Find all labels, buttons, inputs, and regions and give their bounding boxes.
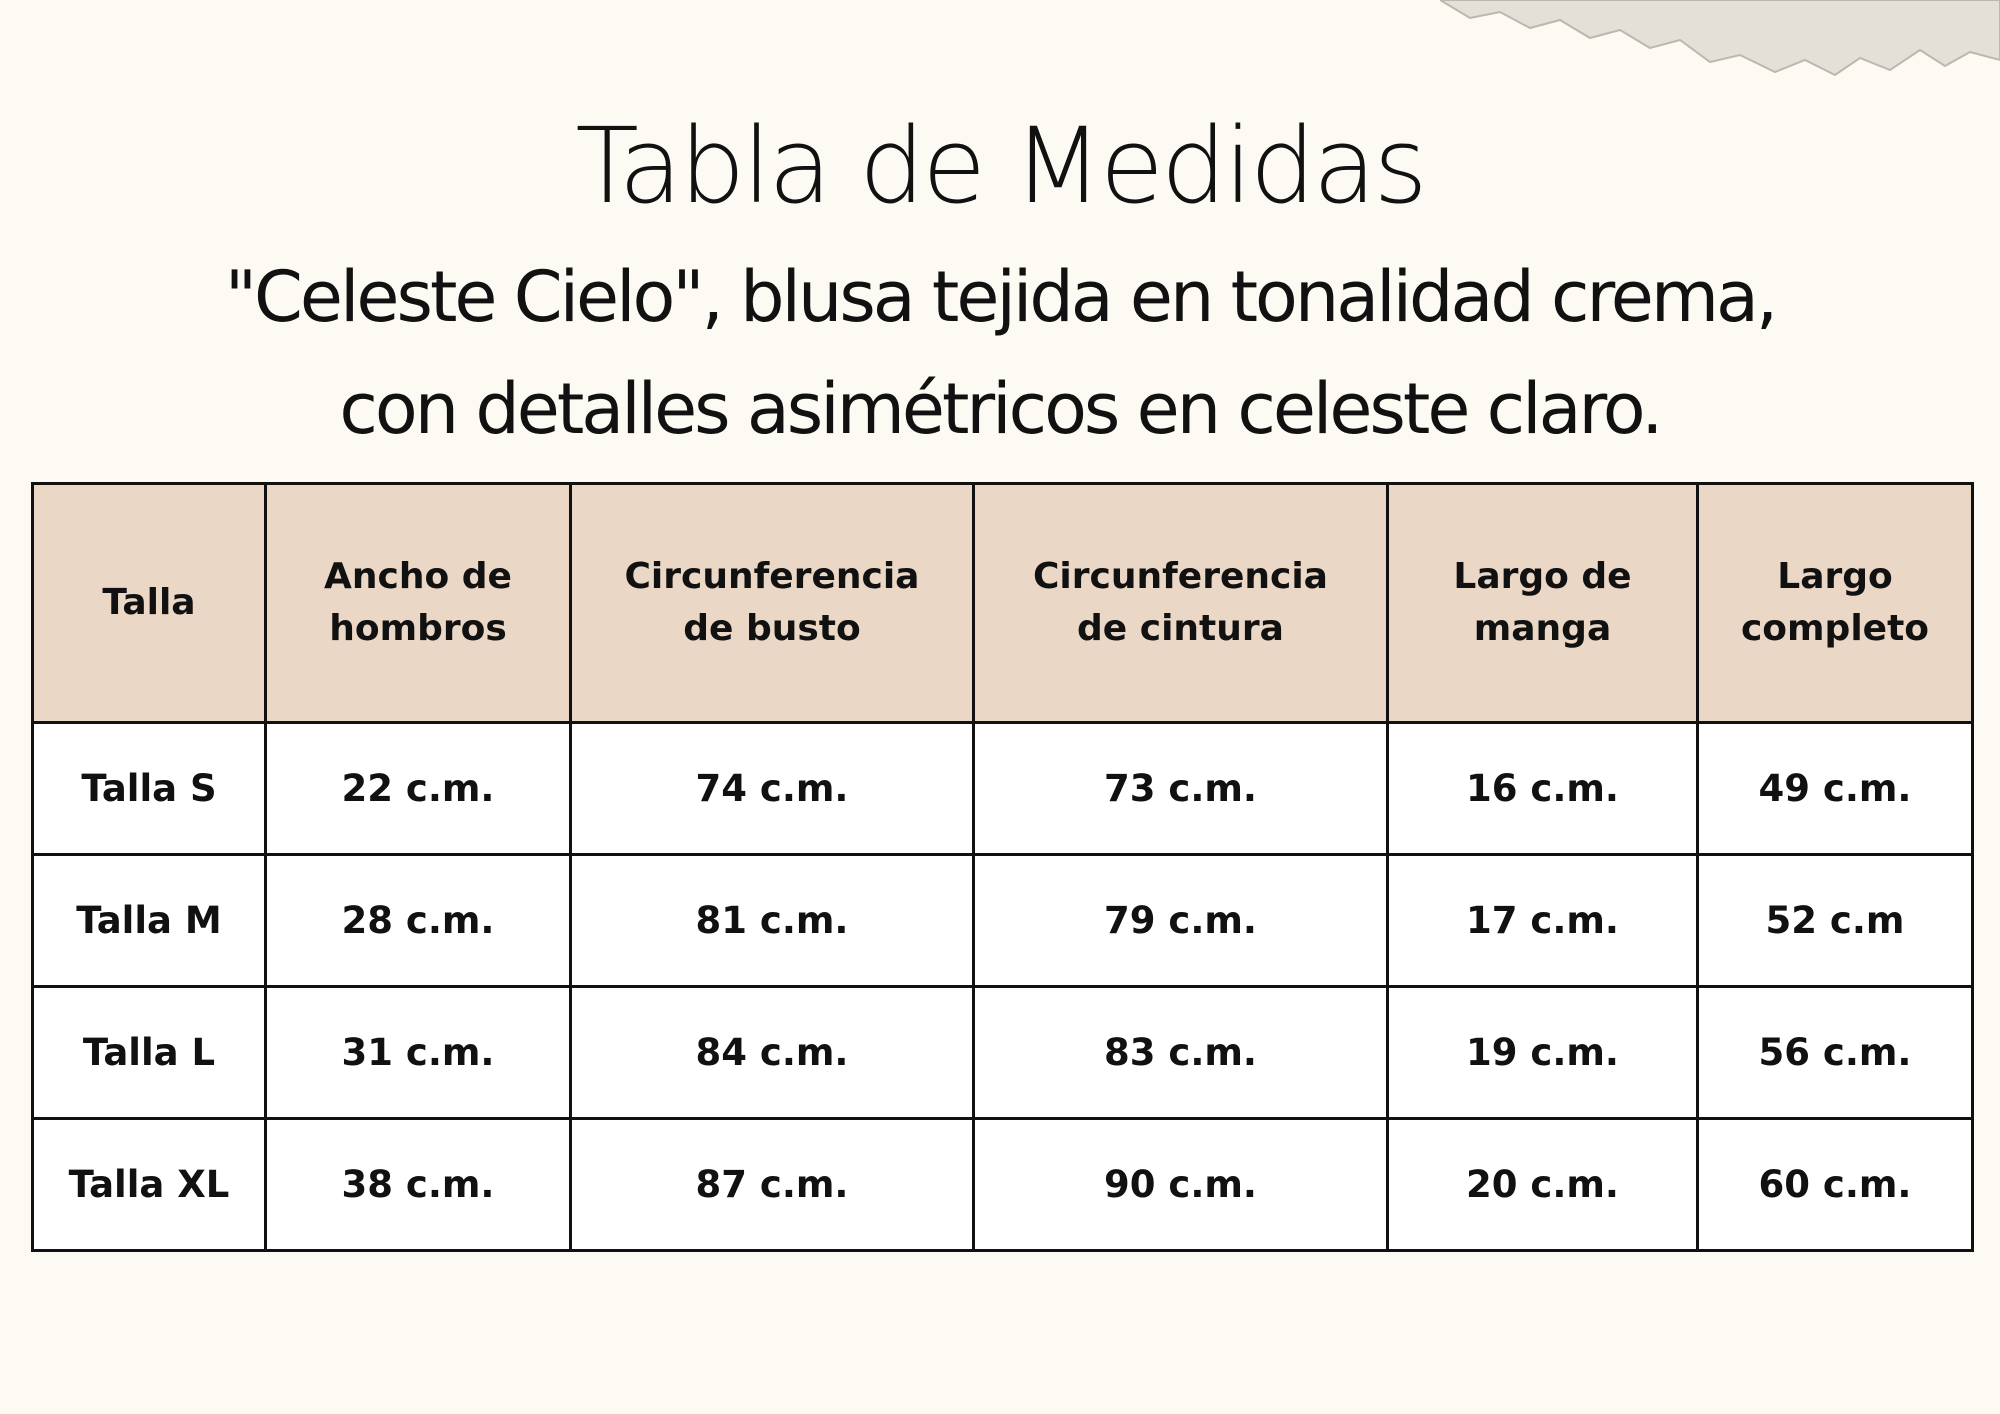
header-line: Circunferencia bbox=[1033, 556, 1328, 597]
header-line: Largo de bbox=[1453, 556, 1632, 597]
column-header: Largo de manga bbox=[1386, 482, 1699, 724]
measurement: 81 c.m. bbox=[569, 853, 975, 988]
size-row: Talla XL 38 c.m. 87 c.m. 90 c.m. 20 c.m. 60 c… bbox=[31, 1117, 1974, 1252]
subtitle-line: con detalles asimétricos en celeste clar… bbox=[339, 368, 1663, 450]
measurement: 16 c.m. bbox=[1386, 721, 1699, 856]
size-label: Talla XL bbox=[31, 1117, 267, 1252]
measurement: 73 c.m. bbox=[972, 721, 1389, 856]
size-row: Talla M 28 c.m. 81 c.m. 79 c.m. 17 c.m. 52 c.… bbox=[31, 853, 1974, 988]
column-header: Circunferencia de cintura bbox=[972, 482, 1389, 724]
size-label: Talla M bbox=[31, 853, 267, 988]
measurement: 49 c.m. bbox=[1696, 721, 1974, 856]
size-table: Talla Ancho de hombros Circunferencia de bus… bbox=[31, 482, 1974, 1252]
size-row: Talla S 22 c.m. 74 c.m. 73 c.m. 16 c.m. 49 c.… bbox=[31, 721, 1974, 856]
measurement: 28 c.m. bbox=[264, 853, 572, 988]
header-line: completo bbox=[1740, 608, 1930, 649]
measurement: 52 c.m bbox=[1696, 853, 1974, 988]
measurement: 79 c.m. bbox=[972, 853, 1389, 988]
header-line: Circunferencia bbox=[624, 556, 920, 597]
measurement: 83 c.m. bbox=[972, 985, 1389, 1120]
measurement: 19 c.m. bbox=[1386, 985, 1699, 1120]
measurement: 56 c.m. bbox=[1696, 985, 1974, 1120]
measurement: 20 c.m. bbox=[1386, 1117, 1699, 1252]
measurement: 22 c.m. bbox=[264, 721, 572, 856]
header-line: de cintura bbox=[1077, 608, 1284, 649]
header-line: hombros bbox=[329, 608, 507, 649]
header-line: Talla bbox=[102, 582, 196, 623]
size-row: Talla L 31 c.m. 84 c.m. 83 c.m. 19 c.m. 56 c.… bbox=[31, 985, 1974, 1120]
measurement: 90 c.m. bbox=[972, 1117, 1389, 1252]
title: Tabla de Medidas bbox=[575, 105, 1427, 227]
table-header: Talla Ancho de hombros Circunferencia de bus… bbox=[31, 482, 1974, 724]
size-label: Talla L bbox=[31, 985, 267, 1120]
measurement: 87 c.m. bbox=[569, 1117, 975, 1252]
table-body: Talla S 22 c.m. 74 c.m. 73 c.m. 16 c.m. 49 c.… bbox=[31, 721, 1974, 1252]
measurement: 38 c.m. bbox=[264, 1117, 572, 1252]
column-header: Largo completo bbox=[1696, 482, 1974, 724]
column-header: Talla bbox=[31, 482, 267, 724]
measurement: 84 c.m. bbox=[569, 985, 975, 1120]
measurement: 74 c.m. bbox=[569, 721, 975, 856]
subtitle-line: "Celeste Cielo", blusa tejida en tonalid… bbox=[224, 256, 1778, 338]
header-line: manga bbox=[1473, 608, 1612, 649]
torn-paper-decoration bbox=[1440, 0, 2000, 77]
column-header: Ancho de hombros bbox=[264, 482, 572, 724]
size-label: Talla S bbox=[31, 721, 267, 856]
measurement: 31 c.m. bbox=[264, 985, 572, 1120]
header-line: de busto bbox=[683, 608, 861, 649]
column-header: Circunferencia de busto bbox=[569, 482, 975, 724]
measurement: 17 c.m. bbox=[1386, 853, 1699, 988]
header-row: Talla Ancho de hombros Circunferencia de bus… bbox=[31, 482, 1974, 724]
measurement: 60 c.m. bbox=[1696, 1117, 1974, 1252]
header-line: Ancho de bbox=[324, 556, 512, 597]
header-line: Largo bbox=[1777, 556, 1893, 597]
